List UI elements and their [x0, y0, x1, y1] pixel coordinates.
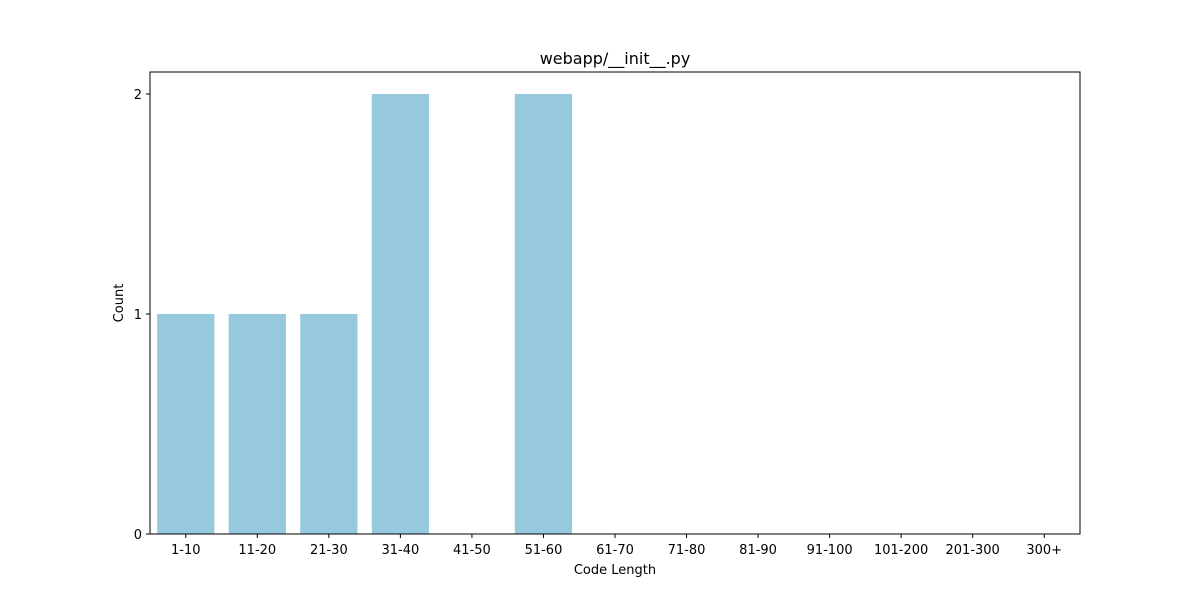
x-axis-label: Code Length: [574, 563, 656, 578]
x-tick-label: 31-40: [381, 543, 419, 558]
x-tick-label: 61-70: [596, 543, 634, 558]
x-tick-label: 51-60: [525, 543, 563, 558]
x-tick-label: 300+: [1026, 543, 1062, 558]
bar-31-40: [371, 94, 429, 534]
y-tick-label: 0: [134, 528, 142, 543]
x-tick-label: 201-300: [946, 543, 1000, 558]
x-tick-label: 91-100: [807, 543, 853, 558]
bar-11-20: [228, 314, 286, 534]
x-tick-label: 1-10: [171, 543, 201, 558]
bar-1-10: [157, 314, 215, 534]
x-tick-label: 11-20: [238, 543, 276, 558]
bar-21-30: [300, 314, 358, 534]
bars-layer: [157, 94, 573, 534]
x-tick-label: 71-80: [668, 543, 706, 558]
y-tick-label: 1: [134, 308, 142, 323]
x-axis: 1-10 11-20 21-30 31-40 41-50 51-60 61-70 71-80 8…: [171, 534, 1062, 558]
x-tick-label: 81-90: [739, 543, 777, 558]
y-axis: 0 1 2: [134, 88, 150, 543]
chart-title: webapp/__init__.py: [540, 49, 691, 69]
y-axis-label: Count: [112, 284, 127, 323]
x-tick-label: 21-30: [310, 543, 348, 558]
plot-frame: [149, 71, 1081, 535]
x-tick-label: 41-50: [453, 543, 491, 558]
y-tick-label: 2: [134, 88, 142, 103]
x-tick-label: 101-200: [874, 543, 928, 558]
bar-51-60: [514, 94, 573, 534]
